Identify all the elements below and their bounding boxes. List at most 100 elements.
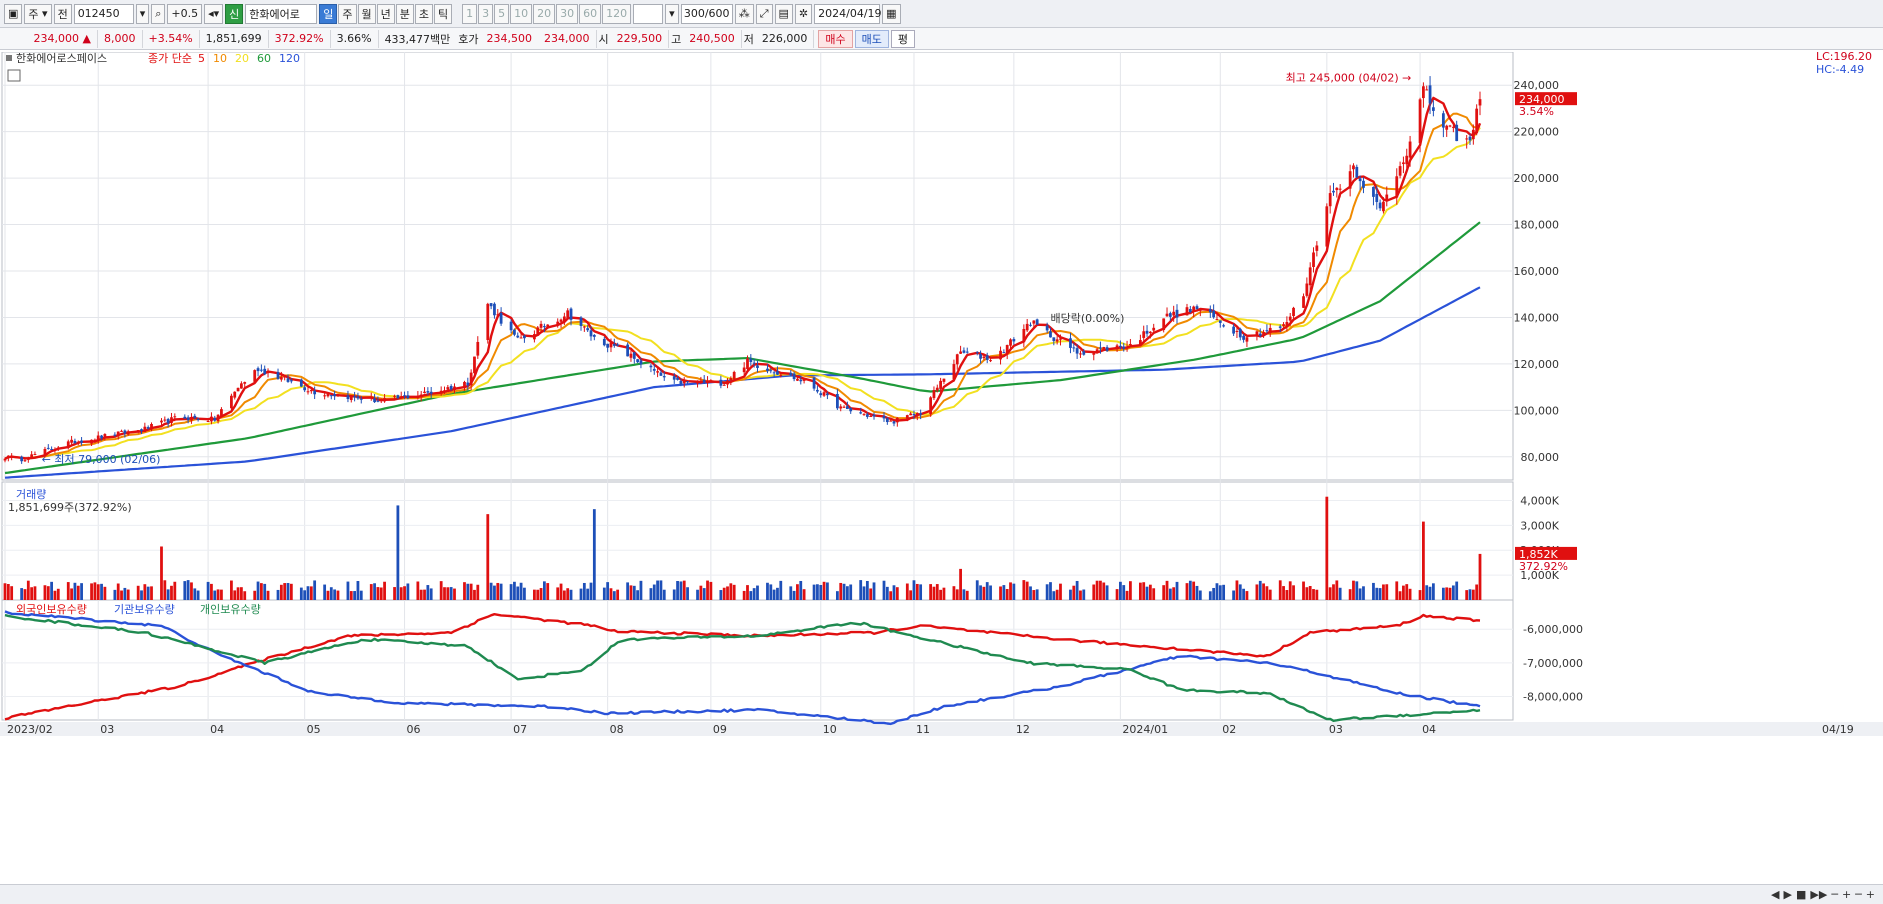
candle-291 — [1358, 175, 1362, 191]
candle-body-217 — [1012, 339, 1016, 342]
minute-button-60[interactable]: 60 — [579, 3, 602, 24]
volume-bar-220 — [1029, 586, 1032, 600]
candle-body-122 — [569, 308, 573, 320]
period-button-6[interactable]: 틱 — [434, 3, 453, 24]
speaker-icon[interactable]: ◂▾ — [204, 3, 224, 24]
candle-185 — [865, 412, 869, 419]
candle-257 — [1198, 309, 1202, 317]
price-tick-5: 140,000 — [1514, 311, 1560, 324]
interval-dropdown-button[interactable]: ▾ — [665, 3, 679, 24]
candle-317 — [1478, 91, 1482, 116]
candle-body-42 — [196, 418, 200, 421]
volume-bar-302 — [1408, 588, 1412, 600]
stock-chart[interactable]: 2023/02 03 04 05 06 07 08 09 10 11 12 2024/01 02 03 04… — [0, 52, 1883, 882]
candle-body-210 — [982, 356, 986, 359]
volume-bar-86 — [403, 586, 406, 600]
low-price: 226,000 — [756, 29, 815, 48]
minute-button-20[interactable]: 20 — [533, 3, 556, 24]
evaluate-button[interactable]: 평 — [890, 29, 916, 48]
candle-body-75 — [353, 396, 356, 398]
candle-body-21 — [100, 435, 103, 439]
count-field[interactable]: 300/600 — [680, 3, 733, 24]
candle-body-143 — [672, 376, 676, 380]
volume-bar-96 — [449, 587, 453, 600]
trade-volume: 1,851,699 — [200, 29, 269, 48]
adjust-button[interactable]: +0.5 — [167, 3, 203, 24]
candle-body-235 — [1099, 347, 1102, 349]
candle-314 — [1468, 133, 1472, 145]
volume-bar-216 — [1009, 582, 1012, 600]
nav-button-1[interactable]: ▶ — [1783, 887, 1792, 901]
nav-button-2[interactable]: ■ — [1795, 887, 1807, 901]
indicator-icon[interactable]: ⁂ — [734, 3, 754, 24]
save-icon[interactable]: ▤ — [774, 3, 793, 24]
candle-36 — [170, 412, 173, 427]
code-dropdown-button[interactable]: ▾ — [135, 3, 150, 24]
minute-button-1[interactable]: 1 — [462, 3, 478, 24]
sell-button[interactable]: 매도 — [854, 29, 889, 48]
candle-body-40 — [190, 417, 193, 421]
candle-body-190 — [889, 420, 893, 422]
nav-button-7[interactable]: + — [1865, 887, 1875, 901]
layout-icon[interactable]: ▣ — [4, 3, 23, 24]
period-button-0[interactable]: 일 — [319, 3, 338, 24]
candle-body-232 — [1082, 351, 1086, 355]
volume-bar-116 — [542, 581, 546, 600]
volume-bar-193 — [905, 583, 909, 600]
candle-100 — [469, 369, 473, 391]
volume-bar-158 — [742, 590, 746, 600]
candle-body-56 — [263, 368, 267, 375]
stock-code-input[interactable]: 012450 — [73, 3, 134, 24]
code-mode-button[interactable]: 전 — [53, 3, 72, 24]
search-icon[interactable]: ⌕ — [151, 3, 166, 24]
draw-icon[interactable]: ⤢ — [755, 3, 773, 24]
candle-body-267 — [1245, 337, 1249, 342]
price-tick-0: 240,000 — [1514, 79, 1560, 92]
candle-177 — [826, 391, 829, 400]
stock-name-field[interactable]: 한화에어로 — [245, 3, 318, 24]
period-button-3[interactable]: 년 — [376, 3, 395, 24]
candle-body-43 — [206, 420, 210, 422]
custom-interval-input[interactable] — [633, 3, 664, 24]
date-field[interactable]: 2024/04/19 — [814, 3, 882, 24]
period-select[interactable]: 주 ▾ — [24, 3, 52, 24]
candle-214 — [1002, 349, 1006, 354]
volume-bar-130 — [609, 588, 613, 600]
minute-button-5[interactable]: 5 — [494, 3, 510, 24]
candle-101 — [473, 356, 476, 377]
nav-button-4[interactable]: ─ — [1831, 887, 1838, 901]
candle-body-196 — [915, 412, 919, 416]
candle-body-131 — [612, 343, 616, 346]
nav-button-3[interactable]: ▶▶ — [1810, 887, 1828, 901]
volume-bar-40 — [190, 582, 193, 600]
volume-bar-277 — [1292, 585, 1295, 600]
candle-body-275 — [1285, 322, 1289, 327]
minute-button-10[interactable]: 10 — [510, 3, 533, 24]
period-button-1[interactable]: 주 — [338, 3, 357, 24]
period-button-2[interactable]: 월 — [357, 3, 376, 24]
minute-button-30[interactable]: 30 — [556, 3, 579, 24]
nav-button-6[interactable]: ─ — [1855, 887, 1862, 901]
candle-body-277 — [1292, 307, 1295, 317]
candle-228 — [1069, 332, 1072, 354]
buy-button[interactable]: 매수 — [818, 29, 853, 48]
candle-116 — [542, 323, 546, 333]
candle-55 — [259, 364, 263, 373]
nav-button-5[interactable]: + — [1841, 887, 1852, 901]
volume-bar-97 — [453, 588, 456, 600]
volume-bar-304 — [1422, 521, 1425, 600]
candle-68 — [323, 392, 327, 400]
nav-button-0[interactable]: ◀ — [1771, 887, 1780, 901]
candle-260 — [1215, 314, 1219, 321]
volume-bar-66 — [309, 586, 313, 600]
period-button-4[interactable]: 분 — [395, 3, 414, 24]
gear-icon[interactable]: ✲ — [794, 3, 813, 24]
candle-body-230 — [1075, 348, 1079, 354]
price-tick-8: 80,000 — [1521, 451, 1560, 464]
minute-button-3[interactable]: 3 — [478, 3, 494, 24]
candle-body-263 — [1232, 326, 1236, 334]
minute-button-120[interactable]: 120 — [602, 3, 632, 24]
period-button-5[interactable]: 초 — [414, 3, 434, 24]
volume-bar-299 — [1398, 591, 1402, 600]
calendar-icon[interactable]: ▦ — [882, 3, 901, 24]
